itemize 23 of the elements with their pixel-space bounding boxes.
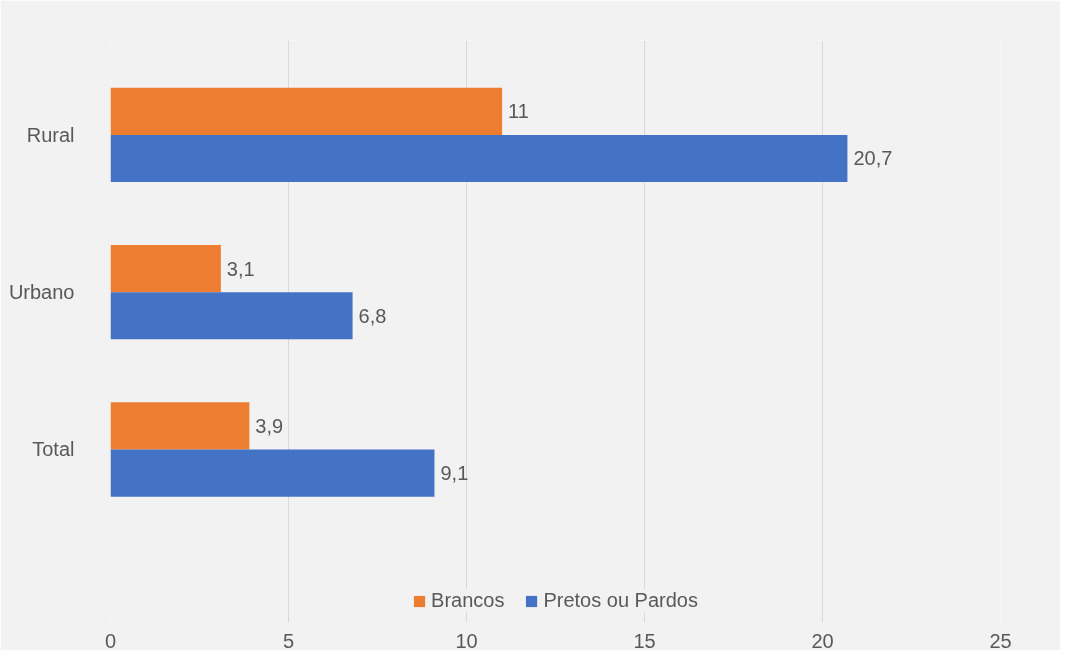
data-label: 3,9 [255,414,284,437]
bar [110,134,848,183]
x-tick-label: 20 [811,629,834,652]
data-label: 3,1 [226,257,255,280]
x-tick-label: 10 [455,629,478,652]
y-tick-label: Urbano [8,281,75,304]
data-label: 20,7 [853,147,893,170]
bar [110,449,435,497]
bar [110,292,353,340]
data-label: 6,8 [358,304,387,327]
data-label: 9,1 [440,462,469,485]
x-tick-label: 0 [104,629,117,652]
x-tick-label: 25 [989,629,1012,652]
x-tick-label: 5 [282,629,295,652]
legend-label: Pretos ou Pardos [543,589,698,612]
data-label: 11 [508,100,529,123]
bar [110,402,250,450]
y-tick-label: Total [32,438,75,461]
bar [110,244,221,293]
legend-label: Brancos [431,589,505,612]
y-tick-label: Rural [26,123,75,146]
x-tick-label: 15 [633,629,656,652]
bar [110,87,503,135]
